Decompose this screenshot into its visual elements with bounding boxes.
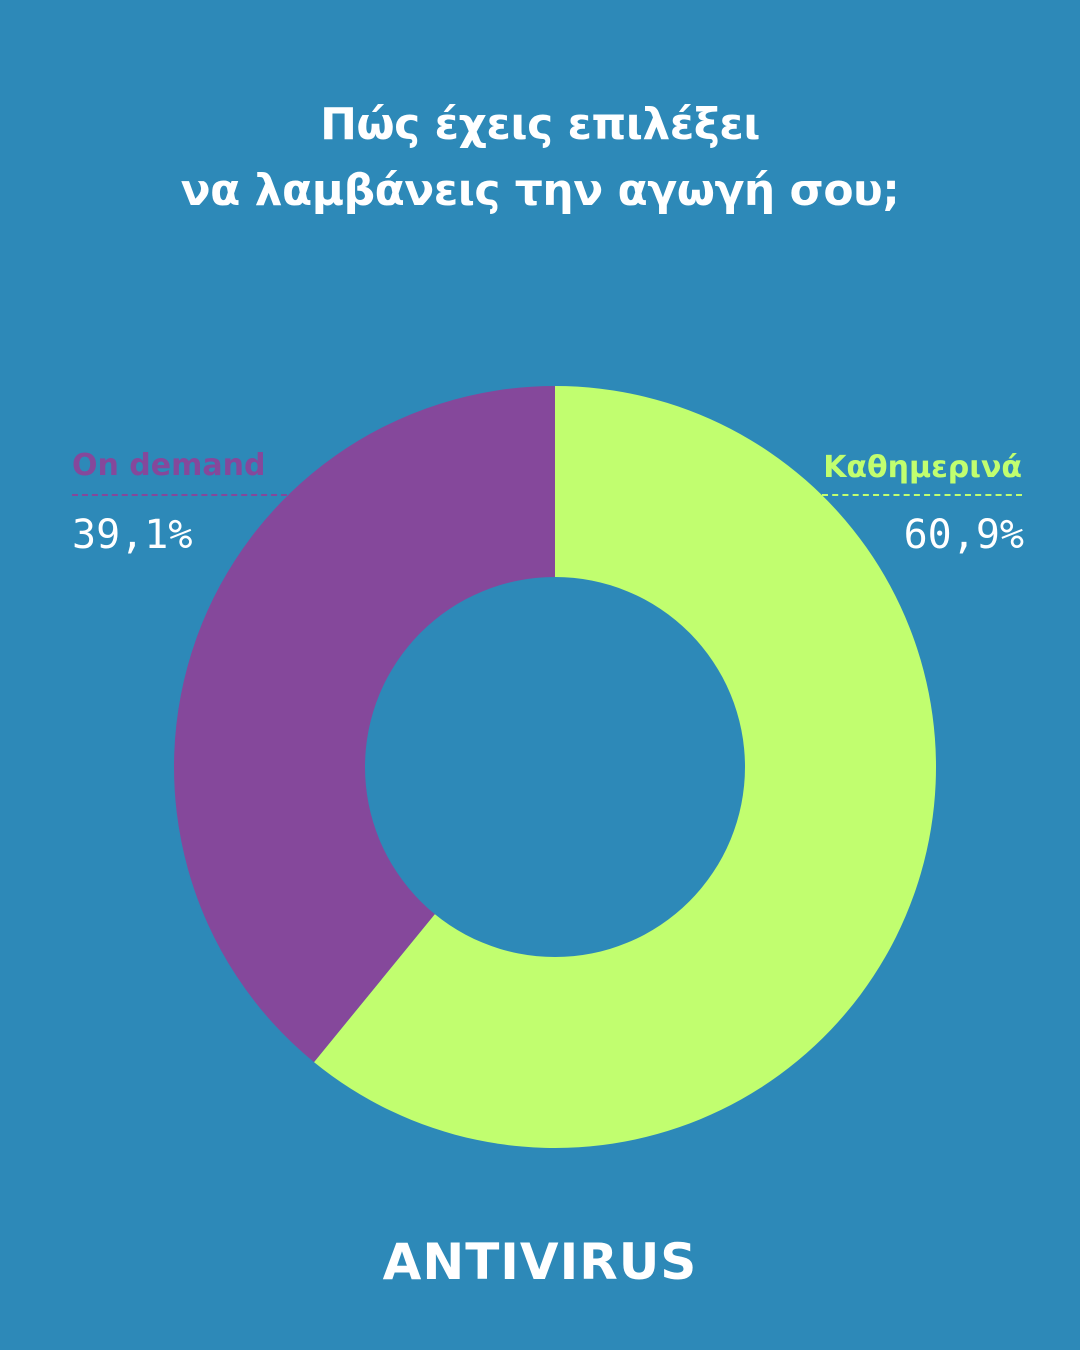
legend-label-on-demand: On demand — [72, 448, 266, 483]
chart-title: Πώς έχεις επιλέξει να λαμβάνεις την αγωγ… — [0, 92, 1080, 224]
legend-label-daily: Καθημερινά — [823, 450, 1022, 485]
chart-title-line-2: να λαμβάνεις την αγωγή σου; — [180, 165, 900, 216]
donut-slice-on-demand — [173, 386, 555, 1063]
data-label-on-demand: 39,1% — [72, 512, 193, 558]
chart-title-line-1: Πώς έχεις επιλέξει — [320, 99, 760, 150]
donut-hole — [365, 577, 745, 957]
legend-divider-daily — [822, 494, 1022, 496]
brand-logo: ANTIVIRUS — [382, 1233, 698, 1291]
legend-divider-on-demand — [72, 494, 287, 496]
data-label-daily: 60,9% — [903, 512, 1024, 558]
